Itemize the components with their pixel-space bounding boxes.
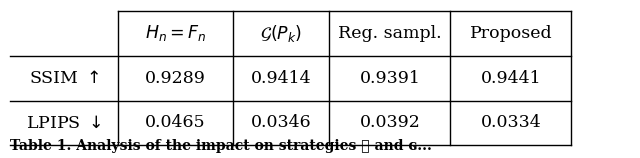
Text: 0.0334: 0.0334 <box>481 115 541 131</box>
Text: 0.9289: 0.9289 <box>145 70 206 87</box>
Text: 0.9441: 0.9441 <box>481 70 541 87</box>
Text: SSIM $\uparrow$: SSIM $\uparrow$ <box>29 70 99 87</box>
Text: Table 1. Analysis of the impact on strategies Ѧ and ɢ...: Table 1. Analysis of the impact on strat… <box>10 139 431 153</box>
Text: 0.9414: 0.9414 <box>251 70 312 87</box>
Text: 0.0346: 0.0346 <box>251 115 312 131</box>
Text: 0.9391: 0.9391 <box>360 70 420 87</box>
Text: 0.0465: 0.0465 <box>145 115 206 131</box>
Text: $H_n = F_n$: $H_n = F_n$ <box>145 23 206 43</box>
Text: Reg. sampl.: Reg. sampl. <box>338 25 442 42</box>
Text: 0.0392: 0.0392 <box>360 115 420 131</box>
Text: LPIPS $\downarrow$: LPIPS $\downarrow$ <box>26 115 102 131</box>
Text: Proposed: Proposed <box>470 25 552 42</box>
Text: $\mathcal{G}(P_k)$: $\mathcal{G}(P_k)$ <box>260 23 302 44</box>
